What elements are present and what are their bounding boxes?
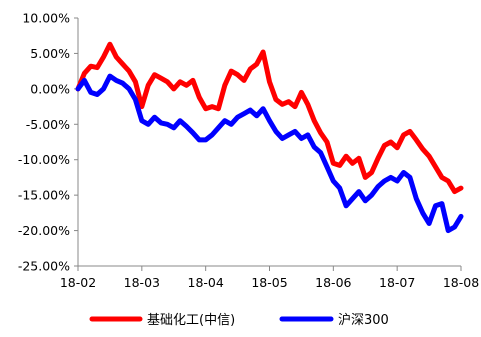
x-tick-label: 18-04 bbox=[188, 275, 224, 290]
y-tick-label: -25.00% bbox=[18, 259, 70, 274]
series-line-2 bbox=[75, 73, 464, 234]
series-line-1 bbox=[75, 41, 464, 195]
y-axis: 10.00% 5.00% 0.00% -5.00% -10.00% -15.00% -20.… bbox=[18, 11, 79, 274]
y-tick-label: -20.00% bbox=[18, 223, 70, 238]
legend-label-1: 基础化工(中信) bbox=[147, 313, 235, 328]
y-tick-label: 10.00% bbox=[22, 11, 70, 26]
x-axis: 18-02 18-03 18-04 18-05 18-06 18-07 18-08 bbox=[60, 265, 479, 290]
y-tick-label: -10.00% bbox=[18, 152, 70, 167]
x-tick-label: 18-06 bbox=[315, 275, 351, 290]
y-tick-label: 0.00% bbox=[30, 81, 70, 96]
x-tick-label: 18-05 bbox=[251, 275, 287, 290]
x-tick-label: 18-07 bbox=[379, 275, 415, 290]
legend-label-2: 沪深300 bbox=[338, 312, 389, 328]
y-tick-label: -5.00% bbox=[26, 117, 70, 132]
legend: 基础化工(中信) 沪深300 bbox=[89, 312, 389, 328]
y-tick-label: 5.00% bbox=[30, 46, 70, 61]
x-tick-label: 18-02 bbox=[60, 275, 96, 290]
y-tick-label: -15.00% bbox=[18, 188, 70, 203]
x-tick-label: 18-03 bbox=[124, 275, 160, 290]
x-tick-label: 18-08 bbox=[443, 275, 479, 290]
series-lines bbox=[75, 41, 464, 234]
